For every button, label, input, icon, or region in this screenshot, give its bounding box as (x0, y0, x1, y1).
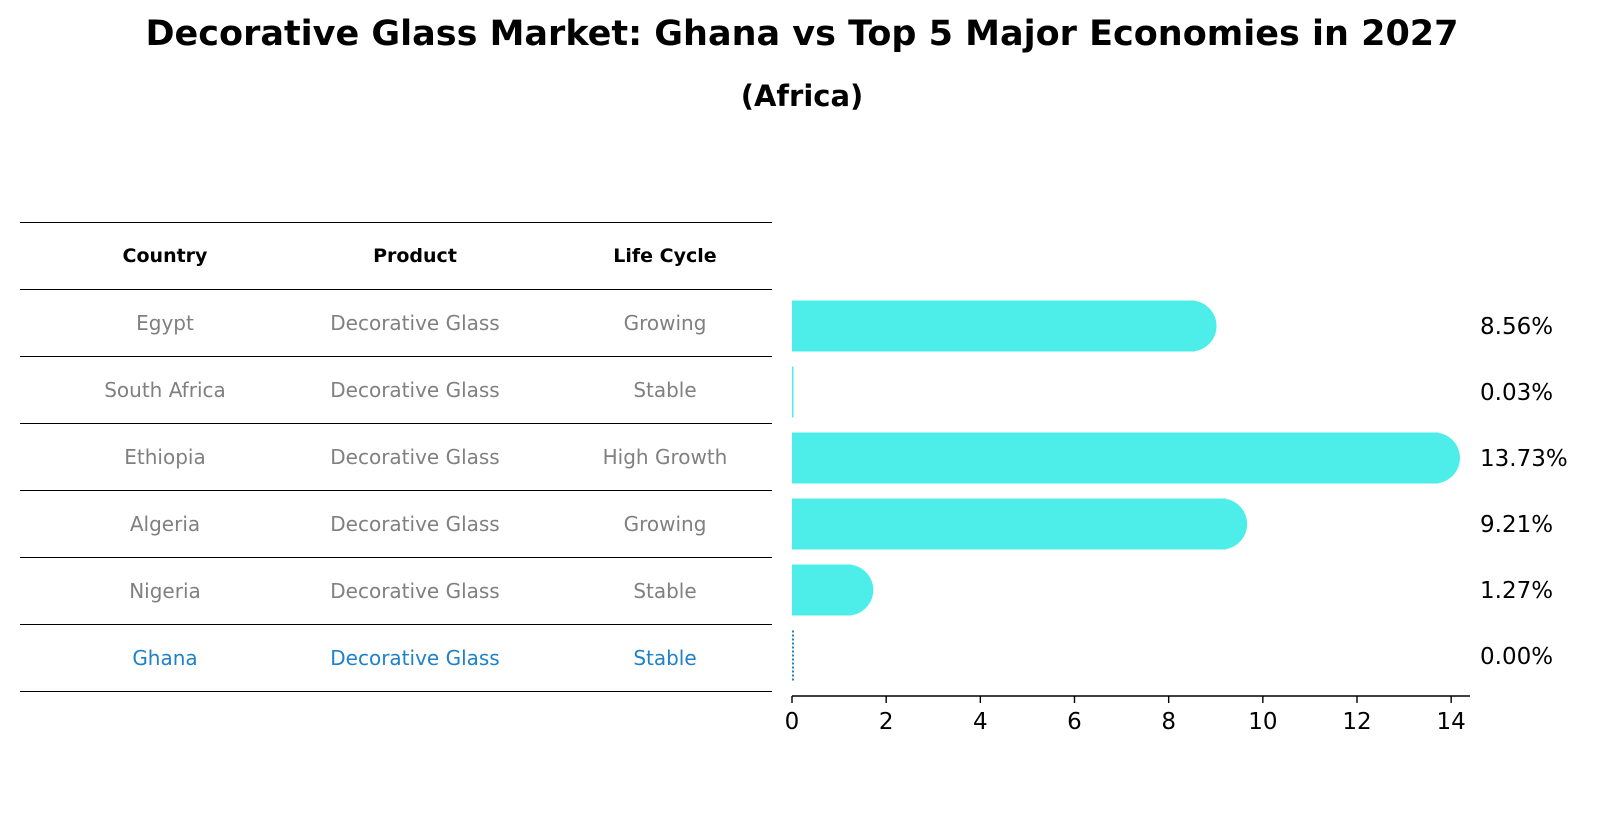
header-life-cycle: Life Cycle (613, 245, 717, 267)
cell-country: Ethiopia (124, 445, 206, 469)
chart-subtitle: (Africa) (740, 79, 864, 113)
x-tick-label-12: 12 (1342, 709, 1371, 735)
cell-life-cycle: High Growth (602, 445, 728, 469)
cell-product: Decorative Glass (330, 445, 500, 469)
bar-cap-nigeria (792, 564, 874, 616)
table-row: Nigeria Decorative Glass Stable (20, 558, 772, 625)
cell-life-cycle: Stable (633, 378, 697, 402)
x-tick-label-4: 4 (973, 709, 988, 735)
x-tick-label-10: 10 (1248, 709, 1277, 735)
table-row: Ethiopia Decorative Glass High Growth (20, 424, 772, 491)
x-tick-label-8: 8 (1161, 709, 1176, 735)
cell-country: South Africa (104, 378, 226, 402)
bar-south-africa (792, 366, 794, 418)
data-table: Country Product Life Cycle Egypt Decorat… (20, 222, 772, 692)
header-product: Product (373, 245, 457, 267)
cell-product: Decorative Glass (330, 646, 500, 670)
table-header-row: Country Product Life Cycle (20, 222, 772, 290)
bar-cap-ethiopia (792, 432, 1460, 484)
cell-product: Decorative Glass (330, 579, 500, 603)
bar-cap-algeria (792, 498, 1248, 550)
cell-product: Decorative Glass (330, 378, 500, 402)
cell-life-cycle: Stable (633, 646, 697, 670)
table-row-highlighted: Ghana Decorative Glass Stable (20, 625, 772, 692)
table-row: Algeria Decorative Glass Growing (20, 491, 772, 558)
bar-cap-egypt (792, 300, 1217, 352)
cell-life-cycle: Growing (623, 311, 707, 335)
chart-title: Decorative Glass Market: Ghana vs Top 5 … (145, 14, 1459, 54)
cell-country: Egypt (136, 311, 194, 335)
cell-life-cycle: Growing (623, 512, 707, 536)
value-label-egypt: 8.56% (1480, 314, 1553, 340)
table-row: South Africa Decorative Glass Stable (20, 357, 772, 424)
x-tick-label-2: 2 (879, 709, 894, 735)
value-label-ghana: 0.00% (1480, 644, 1553, 670)
x-tick-label-6: 6 (1067, 709, 1082, 735)
x-tick-label-0: 0 (785, 709, 800, 735)
table-row: Egypt Decorative Glass Growing (20, 290, 772, 357)
value-label-south-africa: 0.03% (1480, 380, 1553, 406)
cell-life-cycle: Stable (633, 579, 697, 603)
header-country: Country (122, 245, 208, 267)
cell-country: Ghana (132, 646, 198, 670)
cell-country: Algeria (129, 512, 201, 536)
value-label-nigeria: 1.27% (1480, 578, 1553, 604)
value-label-algeria: 9.21% (1480, 512, 1553, 538)
cell-product: Decorative Glass (330, 512, 500, 536)
value-label-ethiopia: 13.73% (1480, 446, 1568, 472)
x-tick-label-14: 14 (1437, 709, 1466, 735)
cell-product: Decorative Glass (330, 311, 500, 335)
cell-country: Nigeria (129, 579, 201, 603)
